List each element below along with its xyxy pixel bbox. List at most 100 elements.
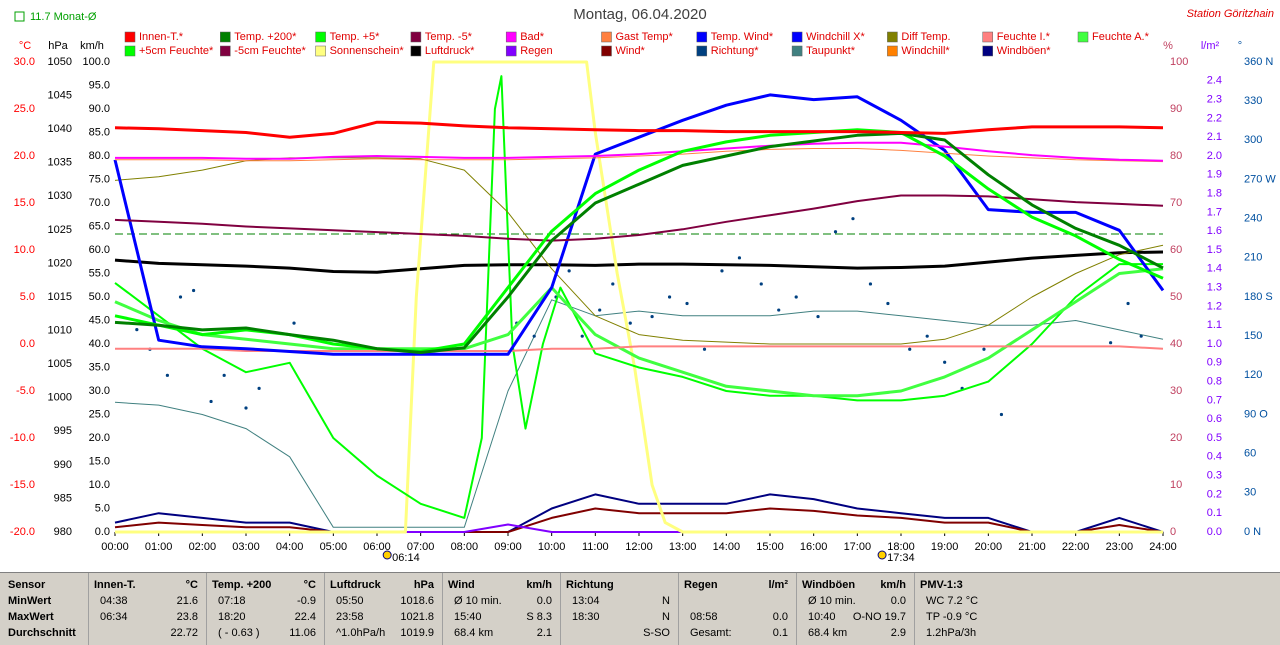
legend-swatch bbox=[315, 31, 326, 43]
legend-label: Feuchte A.* bbox=[1092, 31, 1150, 43]
direction-point bbox=[833, 230, 838, 234]
legend-label: Windchill X* bbox=[806, 31, 865, 43]
sun-icon bbox=[382, 550, 392, 560]
y-tick-label: 1035 bbox=[48, 157, 72, 169]
cell-label: 18:30 bbox=[572, 611, 600, 623]
direction-point bbox=[1126, 301, 1130, 306]
y-tick-label: 10.0 bbox=[14, 244, 35, 256]
cell-label: 06:34 bbox=[100, 611, 128, 623]
y-tick-label: 300 bbox=[1244, 134, 1262, 146]
legend-swatch bbox=[887, 45, 898, 57]
x-tick-label: 20:00 bbox=[975, 541, 1003, 553]
y-tick-label: 55.0 bbox=[89, 267, 110, 279]
x-tick-label: 11:00 bbox=[582, 541, 609, 553]
y-tick-label: 60 bbox=[1244, 448, 1256, 460]
cell-label: 1.2hPa/3h bbox=[926, 627, 977, 639]
y-tick-label: 1.9 bbox=[1207, 169, 1222, 181]
y-tick-label: 1020 bbox=[48, 257, 72, 269]
x-tick-label: 22:00 bbox=[1062, 541, 1090, 553]
legend-swatch bbox=[410, 45, 422, 57]
y-tick-label: 0.3 bbox=[1207, 470, 1222, 482]
y-tick-label: 1.2 bbox=[1207, 300, 1222, 312]
legend-swatch bbox=[791, 45, 803, 57]
y-tick-label: 180 S bbox=[1244, 291, 1273, 303]
direction-point bbox=[1139, 334, 1143, 338]
legend-label: Bad* bbox=[520, 31, 545, 43]
series-line bbox=[115, 141, 1164, 162]
series-line bbox=[114, 250, 1164, 274]
direction-point bbox=[816, 314, 820, 319]
column-title: Windböen bbox=[802, 579, 856, 591]
direction-point bbox=[1109, 341, 1113, 345]
y-tick-label: 1025 bbox=[48, 224, 72, 236]
sun-icon bbox=[877, 550, 887, 560]
direction-point bbox=[908, 347, 912, 351]
legend-label: Innen-T.* bbox=[139, 31, 184, 43]
legend-swatch bbox=[1077, 31, 1089, 43]
y-tick-label: 30 bbox=[1244, 487, 1256, 499]
y-tick-label: 0.9 bbox=[1207, 357, 1222, 369]
y-tick-label: 1045 bbox=[48, 89, 72, 101]
cell-label: 68.4 km bbox=[808, 627, 848, 639]
y-tick-label: 50 bbox=[1170, 291, 1182, 303]
column-separator bbox=[560, 573, 561, 645]
direction-point bbox=[192, 288, 196, 293]
direction-point bbox=[925, 334, 929, 338]
y-tick-label: 95.0 bbox=[89, 79, 110, 91]
direction-point bbox=[777, 308, 781, 312]
direction-point bbox=[720, 269, 724, 273]
legend-label: Temp. +200* bbox=[234, 31, 297, 43]
y-tick-label: 1.3 bbox=[1207, 282, 1222, 294]
series-line bbox=[114, 493, 1164, 533]
legend-label: Windchill* bbox=[901, 45, 950, 57]
legend-swatch bbox=[791, 31, 803, 43]
y-tick-label: 25.0 bbox=[14, 103, 35, 115]
direction-point bbox=[135, 328, 139, 332]
x-tick-label: 08:00 bbox=[451, 541, 479, 553]
axis-unit: °C bbox=[19, 40, 31, 52]
column-separator bbox=[678, 573, 679, 645]
legend-swatch bbox=[220, 31, 231, 43]
x-tick-label: 12:00 bbox=[625, 541, 653, 553]
direction-point bbox=[580, 334, 584, 338]
legend-label: -5cm Feuchte* bbox=[234, 45, 306, 57]
y-tick-label: 30 bbox=[1170, 385, 1182, 397]
cell-label: 04:38 bbox=[100, 595, 128, 607]
y-tick-label: 1.5 bbox=[1207, 244, 1222, 256]
y-tick-label: 0.0 bbox=[1207, 526, 1222, 538]
legend-label: Temp. -5* bbox=[425, 31, 473, 43]
chart-title: Montag, 06.04.2020 bbox=[573, 6, 706, 23]
y-tick-label: -10.0 bbox=[10, 432, 35, 444]
y-tick-label: 70 bbox=[1170, 197, 1182, 209]
x-tick-label: 14:00 bbox=[713, 541, 741, 553]
x-tick-label: 04:00 bbox=[276, 541, 304, 553]
legend-swatch bbox=[696, 45, 708, 57]
series-line bbox=[114, 194, 1164, 242]
legend-label: Taupunkt* bbox=[806, 45, 856, 57]
legend-label: Sonnenschein* bbox=[330, 45, 405, 57]
cell-label: 18:20 bbox=[218, 611, 246, 623]
cell-value: 2.1 bbox=[536, 627, 552, 639]
legend-label: Temp. +5* bbox=[330, 31, 381, 43]
cell-value: 1019.9 bbox=[400, 627, 434, 639]
y-tick-label: 5.0 bbox=[95, 502, 110, 514]
cell-label: ( - 0.63 ) bbox=[218, 627, 260, 639]
cell-value: 0.0 bbox=[536, 595, 552, 607]
legend-swatch bbox=[505, 45, 517, 57]
y-tick-label: 1040 bbox=[48, 123, 72, 135]
direction-point bbox=[257, 386, 261, 390]
y-tick-label: 75.0 bbox=[89, 173, 110, 185]
cell-label: Ø 10 min. bbox=[454, 595, 502, 607]
y-tick-label: 995 bbox=[54, 425, 72, 437]
y-tick-label: 100.0 bbox=[82, 56, 110, 68]
cell-label: 05:50 bbox=[336, 595, 364, 607]
x-tick-label: 01:00 bbox=[145, 541, 173, 553]
column-separator bbox=[442, 573, 443, 645]
y-tick-label: 1010 bbox=[48, 324, 72, 336]
direction-point bbox=[165, 373, 169, 377]
cell-value: O-NO 19.7 bbox=[852, 611, 906, 623]
y-tick-label: 1.8 bbox=[1207, 188, 1222, 200]
y-tick-label: 1050 bbox=[48, 56, 72, 68]
y-tick-label: 150 bbox=[1244, 330, 1262, 342]
y-tick-label: 1015 bbox=[48, 291, 72, 303]
